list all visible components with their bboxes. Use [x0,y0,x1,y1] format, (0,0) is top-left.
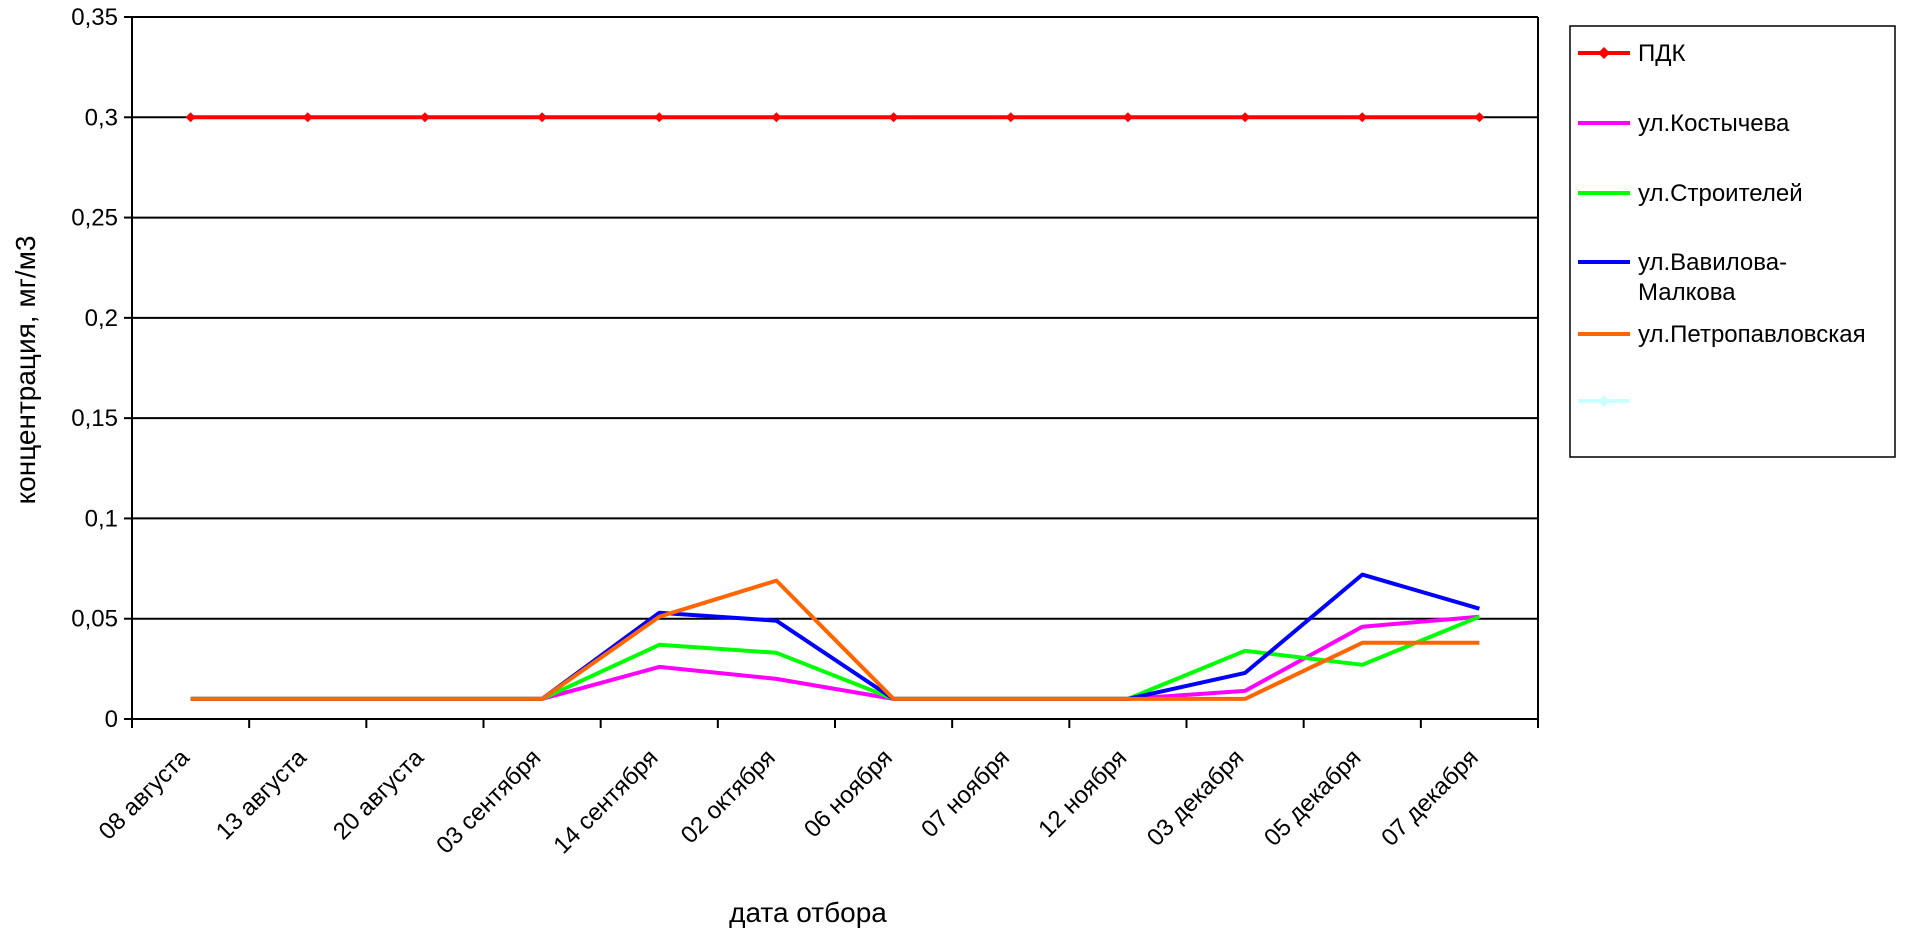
x-tick-label: 07 декабря [1376,744,1483,851]
series-line [190,578,1480,701]
y-tick-label: 0 [105,706,118,733]
y-tick-label: 0,05 [71,606,118,633]
y-tick-label: 0,15 [71,405,118,432]
x-tick-label: 12 ноября [1033,744,1132,843]
data-point-marker [654,112,665,123]
y-axis-title: концентрация, мг/м3 [10,236,41,505]
legend-label: ул.Вавилова-Малкова [1638,249,1787,306]
data-point-marker [185,112,196,123]
x-tick-label: 07 ноября [916,744,1015,843]
data-point-marker [1357,112,1368,123]
x-tick-label: 02 октября [676,744,781,849]
data-point-marker [537,112,548,123]
x-tick-label: 20 августа [328,744,430,846]
data-point-marker [1474,112,1485,123]
legend-box [1569,25,1896,458]
y-tick-label: 0,1 [85,505,118,532]
x-tick-label: 08 августа [94,744,196,846]
legend-swatch-marker [1598,395,1610,407]
y-tick-label: 0,25 [71,205,118,232]
x-tick-labels: 08 августа 13 августа 20 августа 03 сентябр… [94,744,1484,860]
x-axis-title: дата отбора [729,897,887,928]
data-point-marker [1240,112,1251,123]
x-tick-label: 14 сентября [548,744,663,859]
legend-label: ул.Костычева [1638,110,1790,137]
axes [124,16,1539,728]
data-point-marker [419,112,430,123]
y-tick-label: 0,2 [85,305,118,332]
data-point-marker [302,112,313,123]
data-point-marker [888,112,899,123]
x-tick-label: 03 сентября [431,744,546,859]
legend-swatch-marker [1598,47,1610,59]
data-point-marker [1005,112,1016,123]
y-tick-label: 0,35 [71,4,118,31]
data-point-marker [771,112,782,123]
series-lines [185,112,1485,701]
legend-label: ул.Петропавловская [1638,321,1866,348]
y-tick-label: 0,3 [85,104,118,131]
legend-label: ПДК [1638,40,1686,67]
y-tick-labels: 0 0,05 0,1 0,15 0,2 0,25 0,3 0,35 [71,4,118,733]
x-tick-label: 06 ноября [799,744,898,843]
grid-lines [132,16,1538,620]
legend-label: ул.Строителей [1638,180,1803,207]
x-tick-label: 05 декабря [1259,744,1366,851]
legend: ПДК ул.Костычева ул.Строителей ул.Вавилова-… [1569,25,1896,458]
x-tick-label: 13 августа [211,744,313,846]
x-tick-label: 03 декабря [1142,744,1249,851]
data-point-marker [1122,112,1133,123]
